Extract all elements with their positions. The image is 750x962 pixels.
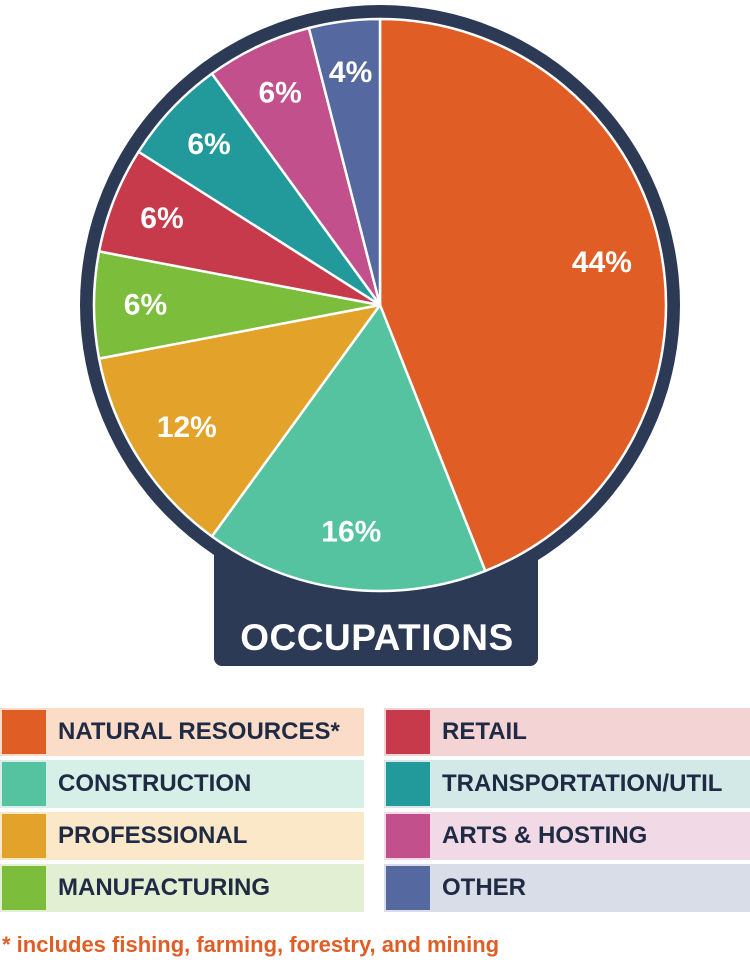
- legend-swatch: [2, 762, 46, 806]
- legend-item: RETAIL: [384, 708, 750, 756]
- legend-swatch: [2, 710, 46, 754]
- pie-data-label: 6%: [140, 202, 183, 235]
- pie-slices: [92, 17, 668, 593]
- legend-label: RETAIL: [442, 718, 527, 745]
- legend-label: TRANSPORTATION/UTIL: [442, 770, 723, 797]
- legend-item: MANUFACTURING: [0, 864, 364, 912]
- legend-label: PROFESSIONAL: [58, 822, 248, 849]
- pie-slice-3: [97, 303, 382, 538]
- pie-data-label: 6%: [258, 76, 301, 109]
- legend-label: CONSTRUCTION: [58, 770, 252, 797]
- legend-swatch: [386, 866, 430, 910]
- pie-slice-1: [378, 17, 668, 573]
- pie-slice-8: [307, 17, 382, 307]
- legend-label: ARTS & HOSTING: [442, 822, 648, 849]
- legend-swatch: [386, 710, 430, 754]
- pie-chart: 44% 16% 12% 6% 6% 6% 6% 4% OCCUPATIONS: [80, 5, 680, 666]
- footnote: * includes fishing, farming, forestry, a…: [2, 932, 500, 957]
- legend-swatch: [386, 814, 430, 858]
- legend: NATURAL RESOURCES* CONSTRUCTION PROFESSION…: [0, 708, 750, 918]
- pie-slice-2: [210, 303, 487, 593]
- pie-data-label: 6%: [124, 289, 167, 322]
- legend-item: OTHER: [384, 864, 750, 912]
- pie-data-labels: 44% 16% 12% 6% 6% 6% 6% 4%: [124, 56, 632, 549]
- legend-swatch: [2, 866, 46, 910]
- legend-swatch: [386, 762, 430, 806]
- legend-label: OTHER: [442, 874, 526, 901]
- legend-item: ARTS & HOSTING: [384, 812, 750, 860]
- pie-data-label: 44%: [572, 246, 632, 279]
- legend-item: CONSTRUCTION: [0, 760, 364, 808]
- legend-item: PROFESSIONAL: [0, 812, 364, 860]
- chart-title: OCCUPATIONS: [240, 617, 513, 658]
- legend-swatch: [2, 814, 46, 858]
- legend-item: TRANSPORTATION/UTIL: [384, 760, 750, 808]
- legend-label: MANUFACTURING: [58, 874, 270, 901]
- pie-data-label: 6%: [187, 128, 230, 161]
- pie-data-label: 4%: [329, 56, 372, 89]
- legend-label: NATURAL RESOURCES*: [58, 718, 340, 745]
- pie-data-label: 16%: [321, 515, 381, 548]
- legend-item: NATURAL RESOURCES*: [0, 708, 364, 756]
- pie-data-label: 12%: [157, 411, 217, 444]
